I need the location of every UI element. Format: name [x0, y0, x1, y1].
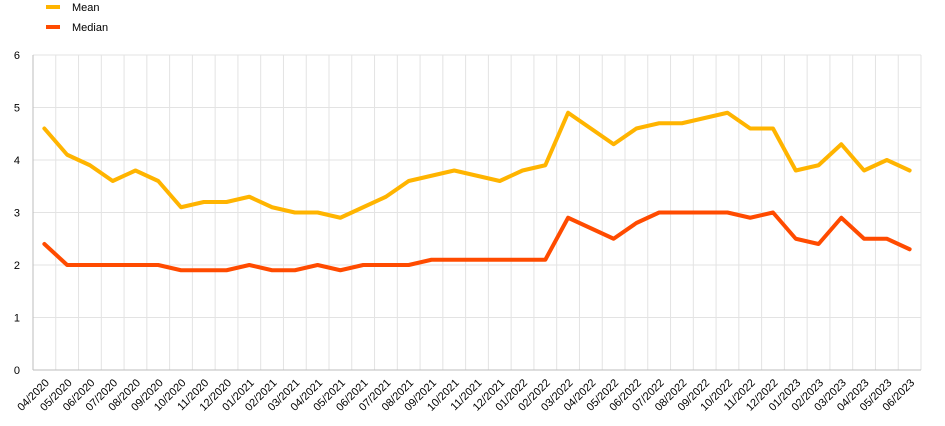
x-axis-tick-labels: 04/202005/202006/202007/202008/202009/20… — [15, 377, 917, 414]
y-tick-label: 2 — [14, 260, 20, 272]
legend: Mean Median — [46, 2, 108, 34]
y-tick-label: 3 — [14, 208, 20, 220]
series-line-mean — [42, 110, 912, 220]
legend-label-median: Median — [72, 22, 108, 34]
axes — [32, 55, 921, 371]
y-axis-tick-labels: 0 1 2 3 4 5 6 — [14, 50, 20, 377]
y-tick-label: 4 — [14, 155, 20, 167]
series-line-median — [42, 210, 912, 273]
grid — [33, 54, 922, 370]
series-lines — [42, 110, 912, 273]
legend-label-mean: Mean — [72, 2, 100, 14]
y-tick-label: 0 — [14, 365, 20, 377]
y-tick-label: 1 — [14, 313, 20, 325]
y-tick-label: 5 — [14, 103, 20, 115]
y-tick-label: 6 — [14, 50, 20, 62]
